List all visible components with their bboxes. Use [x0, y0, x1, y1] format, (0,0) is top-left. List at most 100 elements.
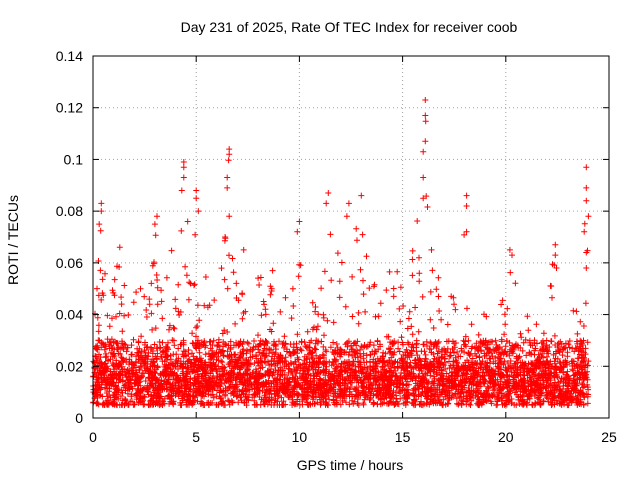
data-point [385, 400, 392, 407]
data-point [224, 285, 231, 292]
data-point [224, 348, 231, 355]
data-point [268, 394, 275, 401]
data-point [367, 370, 374, 377]
data-point [236, 392, 243, 399]
data-point [93, 346, 100, 352]
data-point [370, 399, 377, 406]
data-point [427, 339, 434, 346]
data-point [352, 339, 359, 346]
data-point [540, 398, 547, 405]
data-point [473, 361, 480, 368]
data-point [121, 382, 128, 389]
data-point [571, 372, 578, 379]
data-point [261, 342, 268, 349]
data-point [193, 333, 199, 340]
data-point [258, 312, 265, 319]
data-point [142, 378, 149, 384]
data-point [345, 375, 352, 382]
data-point [475, 393, 482, 400]
data-point [346, 401, 353, 408]
data-point [523, 390, 530, 397]
data-point [543, 394, 550, 401]
data-point [253, 352, 259, 358]
data-point [268, 402, 275, 408]
data-point [464, 357, 471, 364]
data-point [194, 368, 201, 375]
data-point [190, 353, 197, 360]
data-point [408, 375, 415, 382]
data-point [448, 378, 455, 385]
data-point [201, 302, 208, 309]
data-point [374, 374, 381, 381]
data-point [446, 353, 453, 360]
x-tick-label: 25 [601, 429, 617, 445]
data-point [167, 394, 174, 400]
data-point [259, 373, 266, 379]
data-point [409, 331, 416, 338]
data-point [323, 358, 330, 365]
data-point [420, 174, 427, 181]
data-point [573, 345, 580, 352]
data-point [370, 366, 377, 373]
data-point [414, 352, 421, 359]
data-point [343, 399, 349, 406]
data-point [397, 318, 404, 325]
data-point [276, 386, 282, 393]
data-point [304, 356, 311, 363]
data-point [168, 393, 175, 400]
data-point [201, 359, 208, 366]
data-point [244, 347, 250, 354]
data-point [415, 328, 422, 335]
data-point [154, 301, 161, 308]
data-point [243, 361, 250, 368]
data-point [156, 376, 163, 383]
data-point [151, 259, 157, 266]
data-point [429, 267, 436, 274]
data-point [157, 344, 164, 351]
data-point [497, 383, 504, 390]
data-point [427, 386, 433, 393]
data-point [503, 338, 510, 345]
data-point [172, 358, 179, 365]
data-point [257, 365, 264, 372]
data-point [189, 350, 195, 357]
data-point [412, 377, 419, 384]
data-point [412, 387, 419, 393]
data-point [198, 342, 205, 349]
data-point [228, 367, 235, 374]
data-point [422, 97, 429, 103]
data-point [137, 374, 144, 381]
data-point [119, 328, 126, 335]
data-point [463, 192, 470, 199]
data-point [251, 360, 258, 366]
data-point [330, 339, 337, 346]
data-point [552, 360, 558, 367]
data-point [578, 338, 585, 345]
data-point [501, 331, 508, 338]
data-point [312, 304, 319, 310]
data-point [461, 231, 468, 238]
data-point [366, 285, 373, 292]
data-point [244, 339, 251, 346]
data-point [143, 314, 150, 320]
data-point [501, 349, 508, 356]
data-point [433, 286, 440, 293]
data-point [484, 397, 491, 404]
data-point [146, 382, 153, 389]
data-point [175, 366, 181, 372]
data-point [245, 397, 252, 404]
data-point [475, 331, 482, 338]
data-point [468, 397, 475, 404]
data-point [501, 311, 508, 318]
data-point [299, 373, 306, 380]
data-point [298, 382, 304, 388]
data-point [170, 351, 177, 358]
data-point [208, 381, 215, 388]
data-point [395, 364, 401, 371]
data-point [323, 348, 330, 355]
data-point [136, 396, 143, 403]
data-point [280, 398, 287, 405]
data-point [200, 367, 207, 374]
data-point [163, 362, 170, 369]
data-point [191, 281, 198, 288]
